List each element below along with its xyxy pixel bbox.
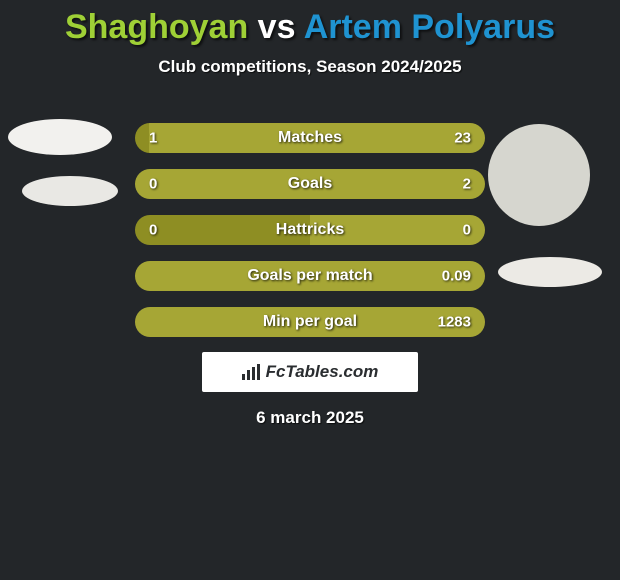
- avatar-left-1: [8, 119, 112, 155]
- stat-row: 0 Hattricks 0: [135, 215, 485, 245]
- title-player2: Artem Polyarus: [304, 8, 555, 46]
- brand-text: FcTables.com: [266, 362, 379, 382]
- stat-row: 1 Matches 23: [135, 123, 485, 153]
- stat-label: Goals per match: [247, 267, 372, 285]
- stat-right-value: 23: [454, 130, 471, 147]
- subtitle: Club competitions, Season 2024/2025: [0, 57, 620, 77]
- stat-left-value: 1: [149, 130, 157, 147]
- brand-badge[interactable]: FcTables.com: [202, 352, 418, 392]
- stat-label: Matches: [278, 129, 342, 147]
- stat-bars: 1 Matches 23 0 Goals 2 0 Hattricks 0 Goals per ma…: [135, 123, 485, 353]
- stat-right-value: 0.09: [442, 268, 471, 285]
- stat-right-value: 0: [463, 222, 471, 239]
- stat-row: Goals per match 0.09: [135, 261, 485, 291]
- date: 6 march 2025: [256, 408, 364, 428]
- avatar-right-1: [488, 124, 590, 226]
- stat-left-value: 0: [149, 222, 157, 239]
- stat-left-value: 0: [149, 176, 157, 193]
- stat-row: Min per goal 1283: [135, 307, 485, 337]
- avatar-right-2: [498, 257, 602, 287]
- title-player1: Shaghoyan: [65, 8, 248, 46]
- title-vs: vs: [258, 8, 296, 46]
- chart-icon: [242, 364, 262, 380]
- stat-right-value: 2: [463, 176, 471, 193]
- page-title: Shaghoyan vs Artem Polyarus: [0, 0, 620, 47]
- stat-label: Hattricks: [276, 221, 344, 239]
- stat-row: 0 Goals 2: [135, 169, 485, 199]
- stat-label: Min per goal: [263, 313, 357, 331]
- avatar-left-2: [22, 176, 118, 206]
- stat-right-value: 1283: [438, 314, 471, 331]
- stat-label: Goals: [288, 175, 332, 193]
